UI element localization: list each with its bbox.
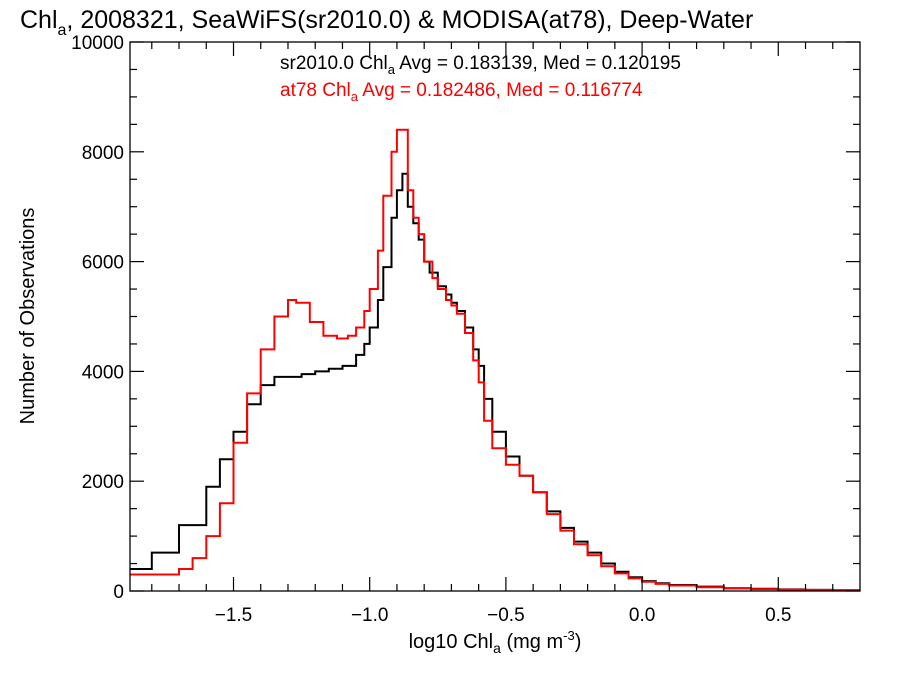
annotation-sr2010-prefix: sr2010.0 Chl [280,53,388,74]
series-line-at78 [130,128,860,592]
x-tick-label: −1.5 [215,605,253,626]
y-tick-label: 10000 [71,33,124,54]
series-line-sr2010-0 [130,172,860,592]
y-tick-label: 8000 [82,143,124,164]
chart-title-subscript: a [58,22,67,39]
y-tick-label: 0 [113,582,124,603]
annotation-at78-prefix: at78 Chl [280,80,351,101]
x-tick-label: −0.5 [487,605,525,626]
chart-title: Chla, 2008321, SeaWiFS(sr2010.0) & MODIS… [20,6,753,39]
x-axis-label-mid: (mg m [501,631,563,653]
chart-title-prefix: Chl [20,6,58,34]
x-axis-label-superscript: -3 [563,628,575,643]
axes-group: −1.5 −1.0 −0.5 0.0 0.5 0 2000 4000 6000 8000 10000 [71,33,861,626]
annotation-at78-subscript: a [351,89,359,104]
x-axis-label-prefix: log10 Chl [409,631,494,653]
annotation-at78: at78 Chla Avg = 0.182486, Med = 0.116774 [280,80,643,104]
x-axis-label: log10 Chla (mg m-3) [409,628,582,656]
x-tick-label: 0.0 [629,605,655,626]
annotation-sr2010-rest: Avg = 0.183139, Med = 0.120195 [395,53,681,74]
annotation-at78-rest: Avg = 0.182486, Med = 0.116774 [358,80,643,101]
annotation-sr2010: sr2010.0 Chla Avg = 0.183139, Med = 0.12… [280,53,681,77]
series-group [130,128,860,592]
annotation-sr2010-subscript: a [388,62,396,77]
x-tick-label: 0.5 [765,605,791,626]
x-axis-label-suffix: ) [575,631,582,653]
y-tick-label: 6000 [82,253,124,274]
plot-frame [129,41,861,592]
x-axis-label-subscript: a [493,640,501,656]
y-axis-label: Number of Observations [17,208,39,425]
x-tick-label: −1.0 [351,605,389,626]
y-tick-label: 2000 [82,472,124,493]
y-tick-label: 4000 [82,362,124,383]
chart-title-rest: , 2008321, SeaWiFS(sr2010.0) & MODISA(at… [66,6,753,34]
